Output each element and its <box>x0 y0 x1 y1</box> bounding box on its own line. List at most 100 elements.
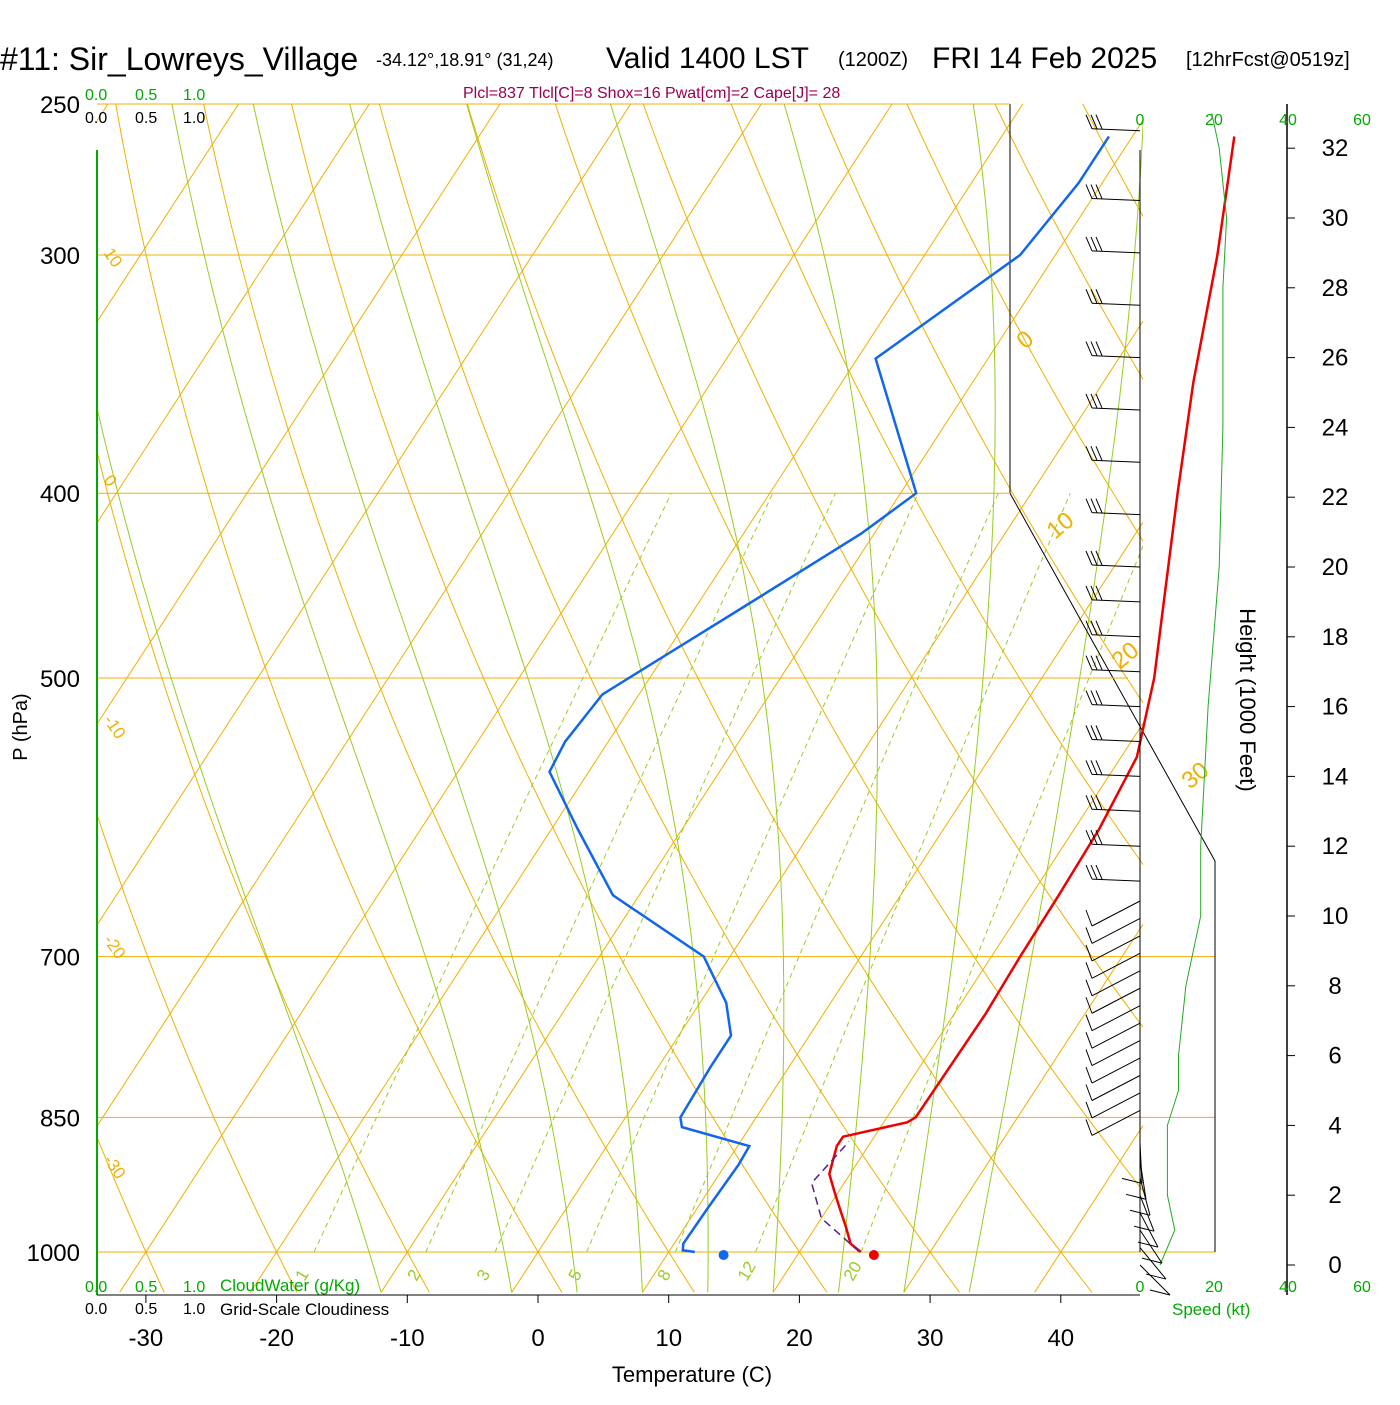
wind-barb-flag <box>1091 726 1097 740</box>
height-tick-label: 14 <box>1322 763 1349 790</box>
height-tick-label: 10 <box>1322 903 1349 930</box>
wind-barb <box>1086 289 1140 305</box>
cloud-scale-bottom-green: 0.0 <box>85 1279 107 1296</box>
wind-barb-shaft <box>1092 513 1140 515</box>
cloud-scale-top-green: 0.5 <box>135 87 157 104</box>
mixing-ratio-line <box>756 493 1071 1252</box>
wind-barb-flag <box>1086 830 1092 844</box>
wind-barb <box>1086 865 1140 881</box>
wind-barb-shaft <box>1092 565 1140 567</box>
height-tick-label: 20 <box>1322 554 1349 581</box>
wind-speed-curve <box>1160 113 1227 1265</box>
pressure-tick-label: 700 <box>40 945 80 972</box>
wind-barb-flag <box>1086 1119 1092 1135</box>
wind-barb-flag <box>1091 551 1097 565</box>
wind-barb-flag <box>1086 962 1092 978</box>
wind-barb-flag <box>1122 1178 1142 1183</box>
isotherm-line <box>1165 104 1400 1292</box>
height-tick-label: 16 <box>1322 694 1349 721</box>
isotherm-line <box>773 104 1400 1292</box>
pressure-tick-label: 400 <box>40 481 80 508</box>
isotherm-label-left: -30 <box>100 1151 130 1182</box>
wind-barb-flag <box>1086 910 1092 926</box>
dry-adiabat <box>1326 70 1400 1292</box>
height-tick-label: 30 <box>1322 205 1349 232</box>
wind-barb-flag <box>1086 185 1092 199</box>
wind-barb <box>1134 1195 1154 1231</box>
cloud-scale-bottom-black: 0.5 <box>135 1301 157 1318</box>
height-tick-label: 4 <box>1328 1112 1341 1139</box>
temperature-tick-label: 10 <box>655 1325 682 1352</box>
dry-adiabat <box>197 70 695 1292</box>
pressure-tick-label: 250 <box>40 92 80 119</box>
cloud-scale-top-green: 1.0 <box>183 87 205 104</box>
wind-barb-flag <box>1096 394 1102 408</box>
surface-temperature-dot <box>869 1250 879 1260</box>
cloud-scale-bottom-green: 1.0 <box>183 1279 205 1296</box>
wind-barb-flag <box>1091 760 1097 774</box>
height-tick-label: 8 <box>1328 973 1341 1000</box>
wind-barb-shaft <box>1140 1265 1170 1295</box>
wind-barb-flag <box>1091 289 1097 303</box>
speed-tick-label-top: 60 <box>1353 112 1371 129</box>
wind-barb <box>1086 726 1140 742</box>
cloud-scale-bottom-black: 1.0 <box>183 1301 205 1318</box>
wind-barb-flag <box>1086 1050 1092 1066</box>
wind-barb-shaft <box>1092 844 1140 846</box>
isotherm-line <box>381 104 1153 1292</box>
height-tick-label: 32 <box>1322 135 1349 162</box>
cloudwater-label: CloudWater (g/Kg) <box>220 1276 360 1295</box>
speed-tick-label-top: 0 <box>1136 112 1145 129</box>
wind-barb-flag <box>1096 726 1102 740</box>
moist-adiabat <box>600 70 784 1292</box>
wind-barb-flag <box>1086 237 1092 251</box>
wind-barb-flag <box>1091 621 1097 635</box>
wind-barb-flag <box>1086 945 1092 961</box>
wind-barb-flag <box>1096 691 1102 705</box>
wind-barb-flag <box>1096 795 1102 809</box>
wind-barb <box>1140 1265 1170 1295</box>
temperature-tick-label: -30 <box>129 1325 164 1352</box>
wind-barb-flag <box>1096 115 1102 129</box>
height-axis-title: Height (1000 Feet) <box>1235 608 1260 791</box>
height-tick-label: 28 <box>1322 275 1349 302</box>
mixing-ratio-line <box>861 493 1165 1252</box>
height-tick-label: 26 <box>1322 345 1349 372</box>
wind-barb <box>1086 237 1140 253</box>
wind-barb-flag <box>1086 656 1092 670</box>
dewpoint-line <box>550 137 1109 1253</box>
pressure-tick-label: 1000 <box>27 1240 80 1267</box>
mixing-ratio-label: 8 <box>654 1266 675 1284</box>
speed-axis-title: Speed (kt) <box>1172 1300 1250 1319</box>
height-tick-label: 2 <box>1328 1182 1341 1209</box>
wind-barb-flag <box>1096 865 1102 879</box>
forecast-info: [12hrFcst@0519z] <box>1186 49 1350 71</box>
wind-barb-shaft <box>1092 129 1140 131</box>
y-axis-title: P (hPa) <box>10 693 32 760</box>
speed-tick-label-top: 20 <box>1205 112 1223 129</box>
station-location: -34.12°,18.91° (31,24) <box>376 50 554 70</box>
mixing-ratio-label: 20 <box>840 1258 866 1284</box>
wind-barb-shaft <box>1092 705 1140 707</box>
wind-barb-flag <box>1096 760 1102 774</box>
wind-barb-flag <box>1134 1226 1154 1231</box>
wind-barb-flag <box>1096 342 1102 356</box>
wind-barb <box>1086 691 1140 707</box>
cloud-scale-top-black: 0.0 <box>85 110 107 127</box>
isotherm-label-right: 30 <box>1177 757 1215 795</box>
cloud-scale-top-black: 0.5 <box>135 110 157 127</box>
pressure-tick-label: 500 <box>40 666 80 693</box>
dry-adiabat <box>805 70 1400 1292</box>
wind-barb-flag <box>1096 656 1102 670</box>
dry-adiabat <box>718 70 1400 1292</box>
wind-barb-shaft <box>1092 251 1140 253</box>
x-axis-title: Temperature (C) <box>612 1362 772 1387</box>
temperature-tick-label: -10 <box>390 1325 425 1352</box>
wind-barb-flag <box>1086 980 1092 996</box>
wind-barb-flag <box>1086 1085 1092 1101</box>
dry-adiabat <box>892 70 1400 1292</box>
valid-date: FRI 14 Feb 2025 <box>932 42 1157 75</box>
